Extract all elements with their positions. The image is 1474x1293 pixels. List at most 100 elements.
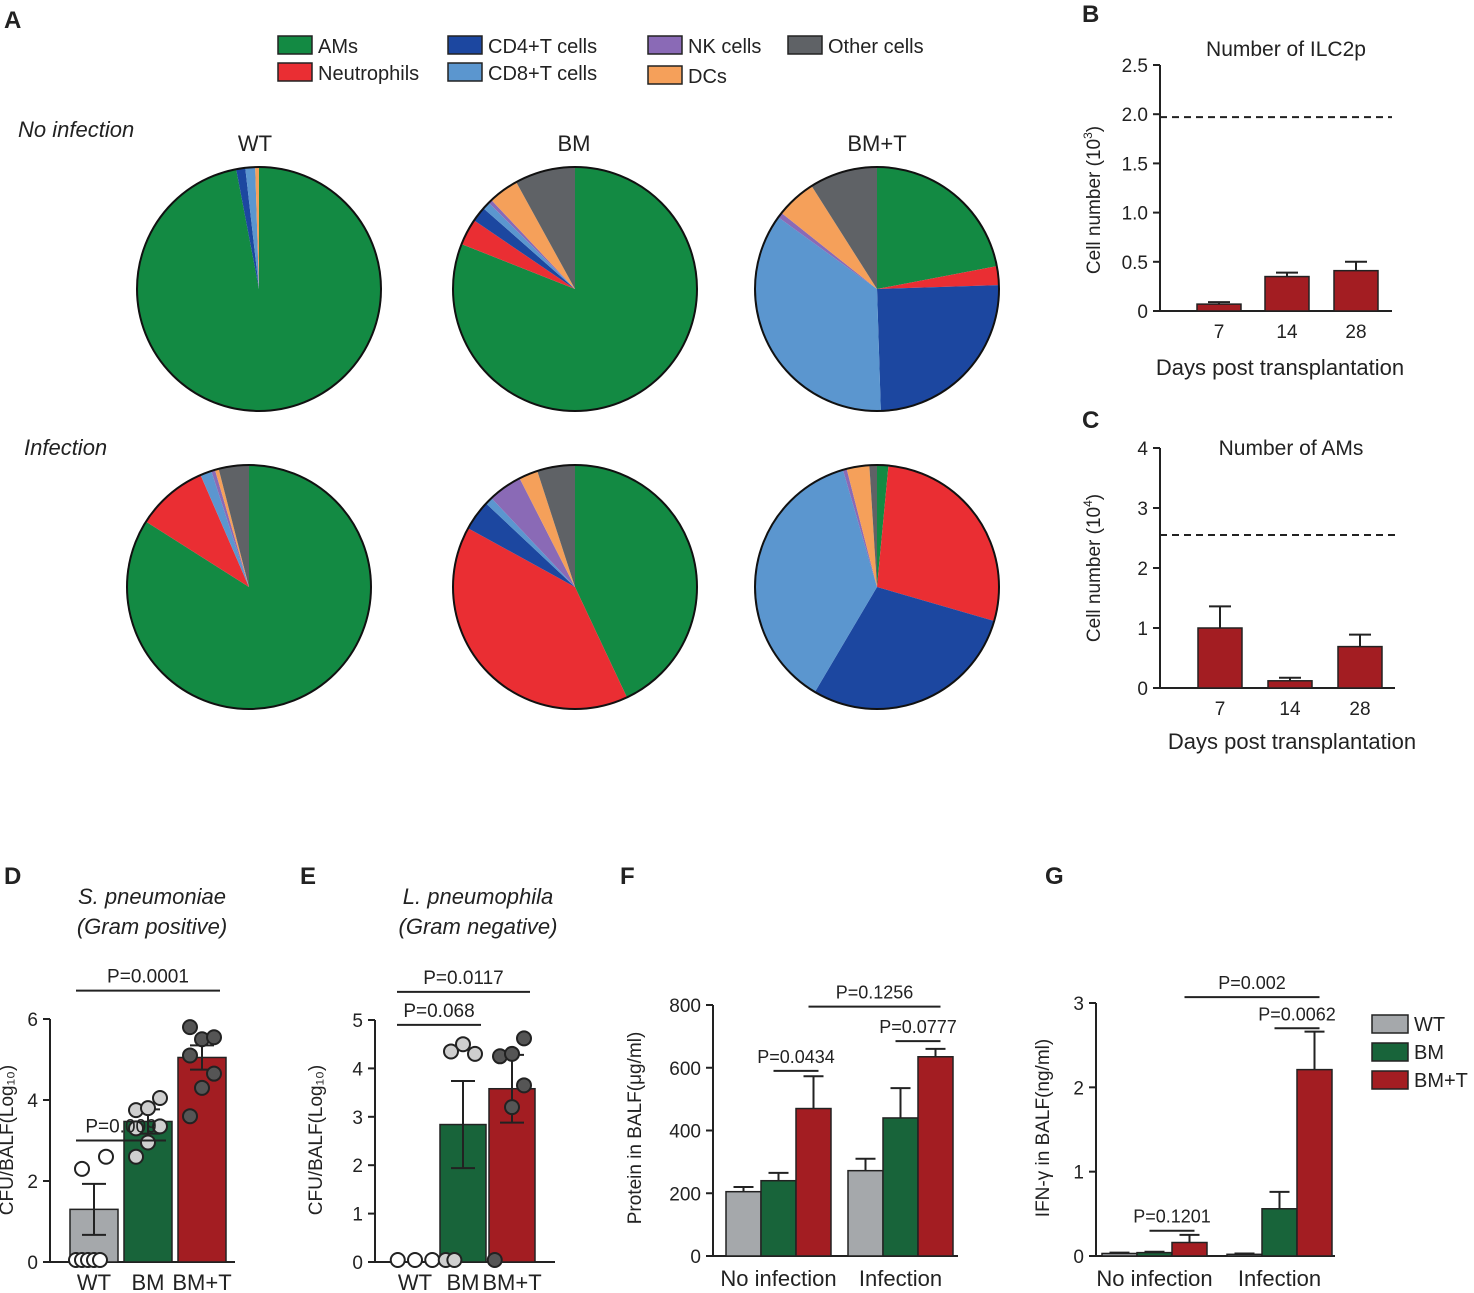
pie-slice-cd4-t-cells xyxy=(236,167,259,289)
p-value-label: P=0.1201 xyxy=(1133,1207,1211,1227)
panel-letter-C: C xyxy=(1082,407,1099,434)
p-value-label: P=0.0434 xyxy=(757,1047,835,1067)
bar-infection-bm xyxy=(1261,1208,1298,1257)
data-point xyxy=(128,1148,144,1165)
legend-swatch-wt xyxy=(1371,1014,1409,1034)
data-point xyxy=(182,1019,198,1036)
pie-slice-cd8-t-cells xyxy=(754,217,881,412)
bar-infection-bm-t xyxy=(917,1056,954,1257)
bar-no-infection-bm-t xyxy=(795,1107,832,1257)
x-tick-label: BM xyxy=(132,1270,165,1293)
y-tick-label: 4 xyxy=(352,1059,363,1080)
y-tick-label: 5 xyxy=(352,1011,363,1032)
data-point xyxy=(504,1045,520,1062)
p-value-label: P=0.068 xyxy=(403,1001,474,1022)
data-point xyxy=(486,1252,503,1268)
x-axis-label: Days post transplantation xyxy=(1156,355,1404,380)
y-tick-label: 0 xyxy=(27,1253,38,1274)
pie-slice-other-cells xyxy=(516,167,575,289)
y-tick-label: 0 xyxy=(690,1247,701,1268)
y-tick-label: 0.5 xyxy=(1122,253,1148,274)
pie-no-infection-wt xyxy=(136,166,382,412)
x-tick-label: No infection xyxy=(720,1266,836,1291)
y-tick-label: 3 xyxy=(352,1108,363,1129)
pie-slice-cd4-t-cells xyxy=(474,208,575,289)
pie-slice-dcs xyxy=(491,182,575,289)
p-value-label: P=0.002 xyxy=(1218,973,1286,993)
data-point xyxy=(140,1100,156,1117)
y-tick-label: 1 xyxy=(1137,619,1148,640)
bar-day-28 xyxy=(1333,269,1379,312)
legend-swatch-ams xyxy=(277,35,313,55)
data-point xyxy=(206,1065,222,1082)
y-axis-label: Protein in BALF(μg/ml) xyxy=(625,1032,646,1225)
chart-title-line1: S. pneumoniae xyxy=(78,884,226,909)
pie-slice-neutrophils xyxy=(877,465,1000,622)
data-point xyxy=(182,1047,198,1064)
y-tick-label: 1 xyxy=(1073,1163,1084,1184)
pie-slice-ams xyxy=(136,167,381,412)
chart-title: Number of AMs xyxy=(1219,437,1364,460)
y-axis-label: Cell number (103) xyxy=(1081,126,1105,274)
legend-swatch-nk xyxy=(647,35,683,55)
y-tick-label: 0 xyxy=(1137,679,1148,700)
x-tick-label: 14 xyxy=(1279,699,1301,720)
x-tick-label: Infection xyxy=(1238,1266,1321,1291)
chart-ams-number: Number of AMs 0 1 2 3 4 7 14 28 Days post transpl… xyxy=(1081,437,1416,754)
bar-day-7 xyxy=(1196,303,1242,312)
legend-swatch-cd4 xyxy=(447,35,483,55)
y-axis-label: CFU/BALF(Log₁₀) xyxy=(306,1065,327,1216)
y-tick-label: 1.5 xyxy=(1122,154,1148,175)
y-axis-label: IFN-γ in BALF(ng/ml) xyxy=(1033,1039,1054,1217)
pie-slice-other-cells xyxy=(869,465,877,587)
y-tick-label: 4 xyxy=(1137,439,1148,460)
panel-letter-G: G xyxy=(1045,863,1064,890)
pie-infection-wt xyxy=(126,464,372,710)
bar-day-14 xyxy=(1264,275,1310,312)
chart-title-line2: (Gram positive) xyxy=(77,914,227,939)
bar-no-infection-bm-t xyxy=(1171,1241,1208,1257)
chart-protein-balf: 0 200 400 600 800 No infection Infection P=0.04… xyxy=(625,983,958,1291)
legend-label-nk: NK cells xyxy=(688,36,761,58)
bar-no-infection-wt xyxy=(725,1190,762,1257)
x-axis-label: Days post transplantation xyxy=(1168,729,1416,754)
panel-letter-F: F xyxy=(620,863,635,890)
pie-slice-other-cells xyxy=(811,166,877,289)
pie-infection-bm xyxy=(452,464,698,710)
y-tick-label: 1 xyxy=(352,1205,363,1226)
x-tick-label: WT xyxy=(77,1270,111,1293)
data-point xyxy=(446,1252,463,1268)
pie-slice-cd8-t-cells xyxy=(483,202,575,289)
pie-slice-cd4-t-cells xyxy=(877,285,1000,411)
data-point xyxy=(98,1148,114,1165)
pie-slice-ams xyxy=(877,167,997,289)
x-tick-label: 7 xyxy=(1215,699,1226,720)
pie-outline xyxy=(126,464,372,710)
legend-swatch-bm-t xyxy=(1371,1070,1409,1090)
legend-swatch-cd8 xyxy=(447,62,483,82)
pie-slice-ams xyxy=(126,465,371,710)
y-tick-label: 2 xyxy=(1137,559,1148,580)
pie-slice-dcs xyxy=(781,185,877,289)
pie-outline xyxy=(452,166,698,412)
panel-letter-E: E xyxy=(300,863,316,890)
y-tick-label: 2 xyxy=(352,1156,363,1177)
legend-label-wt: WT xyxy=(1414,1014,1445,1036)
bar-no-infection-bm xyxy=(1136,1251,1173,1257)
panel-letter-D: D xyxy=(4,863,21,890)
pie-slice-neutrophils xyxy=(461,220,575,289)
p-value-label: P=0.0062 xyxy=(1258,1004,1336,1024)
row-label-infection: Infection xyxy=(24,435,107,460)
pie-slice-other-cells xyxy=(218,465,249,587)
chart-ifn-gamma-balf: 0 1 2 3 No infection Infection P=0.1201 P=0.006… xyxy=(1033,973,1468,1291)
data-point xyxy=(194,1079,210,1096)
chart-l-pneumophila-cfu: L. pneumophila (Gram negative) 0 1 2 3 4 5 WT BM B… xyxy=(306,884,557,1293)
bar-no-infection-wt xyxy=(1101,1252,1138,1257)
pie-slice-dcs xyxy=(519,470,575,587)
bar-day-28 xyxy=(1337,645,1383,689)
pie-slice-ams xyxy=(575,465,698,698)
bar-infection-wt xyxy=(1226,1253,1263,1257)
legend-swatch-bm xyxy=(1371,1042,1409,1062)
panel-letter-A: A xyxy=(4,7,21,34)
pie-slice-neutrophils xyxy=(145,475,249,587)
